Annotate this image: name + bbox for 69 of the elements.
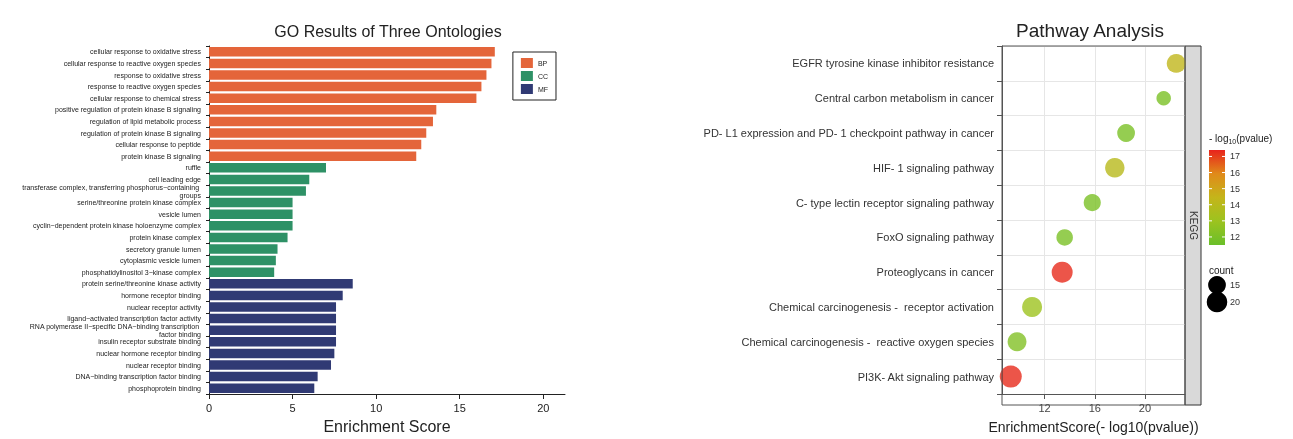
point [1166, 53, 1186, 73]
bar [209, 58, 492, 69]
text: KEGG [1187, 211, 1199, 241]
x-tick-label: 20 [537, 401, 550, 414]
bar [209, 186, 306, 196]
bar [209, 197, 293, 208]
bar [209, 151, 417, 161]
color-bar-label: 13 [1230, 215, 1241, 226]
x-tick-label: 16 [1088, 401, 1101, 414]
point [1083, 194, 1101, 212]
bar [209, 163, 326, 173]
color-bar-label: 16 [1230, 167, 1241, 178]
bar [209, 174, 310, 185]
y-tick-label: Proteoglycans in cancer [876, 266, 995, 279]
y-tick-label: Central carbon metabolism in cancer [814, 92, 995, 105]
bar [209, 232, 288, 243]
bar [209, 267, 275, 277]
bar [209, 360, 332, 370]
point [1117, 124, 1135, 142]
y-tick-label: FoxO signaling pathway [876, 231, 995, 244]
bar [209, 290, 343, 301]
y-tick-label: Chemical carcinogenesis - reactive oxygen species [741, 335, 995, 348]
bar [209, 81, 482, 92]
y-tick-label: EGFR tyrosine kinase inhibitor resistance [792, 57, 994, 70]
chart-title: Pathway Analysis [1016, 20, 1164, 41]
bar [209, 221, 293, 231]
y-tick-label: HIF- 1 signaling pathway [872, 161, 995, 174]
bar [209, 209, 293, 219]
bar [209, 70, 487, 80]
bar [209, 128, 427, 138]
x-tick-label: 0 [205, 401, 213, 414]
bar [209, 255, 276, 266]
bar [209, 139, 422, 150]
x-axis-title: Enrichment Score [323, 417, 451, 435]
bar [209, 302, 337, 312]
bar [209, 279, 353, 289]
bar [209, 47, 495, 57]
x-tick-label: 12 [1038, 401, 1051, 414]
legend-label: 20 [1230, 297, 1241, 307]
bar [209, 337, 337, 347]
x-tick-label: 10 [370, 401, 383, 414]
bar [209, 371, 318, 382]
color-bar-label: 17 [1230, 151, 1241, 162]
color-bar-label: 12 [1230, 231, 1241, 242]
bar [209, 93, 477, 103]
x-tick-label: 5 [289, 401, 296, 414]
chart-title: GO Results of Three Ontologies [274, 22, 502, 40]
point [1007, 332, 1027, 352]
bar [209, 244, 278, 254]
x-axis-title: EnrichmentScore(- log10(pvalue)) [988, 419, 1199, 435]
x-tick-label: 20 [1138, 401, 1152, 414]
color-bar-label: 14 [1230, 199, 1241, 210]
point [1051, 261, 1073, 283]
point [1022, 297, 1043, 317]
y-tick-label: Chemical carcinogenesis - receptor activation [769, 301, 994, 313]
bar [209, 348, 335, 359]
bar [209, 105, 437, 115]
x-tick-label: 15 [453, 401, 466, 414]
legend-label: 15 [1230, 280, 1241, 290]
bar [209, 116, 433, 127]
y-tick-label: PI3K- Akt signaling pathway [857, 370, 995, 383]
y-tick-label: C- type lectin receptor signaling pathway [795, 196, 995, 209]
y-tick-label: PD- L1 expression and PD- 1 checkpoint pathway in cancer [703, 127, 995, 139]
bar [209, 325, 337, 335]
legend-title: count [1209, 264, 1234, 276]
color-bar-label: 15 [1230, 183, 1241, 194]
bar [209, 383, 315, 393]
bar [209, 313, 337, 324]
point [1105, 158, 1125, 178]
